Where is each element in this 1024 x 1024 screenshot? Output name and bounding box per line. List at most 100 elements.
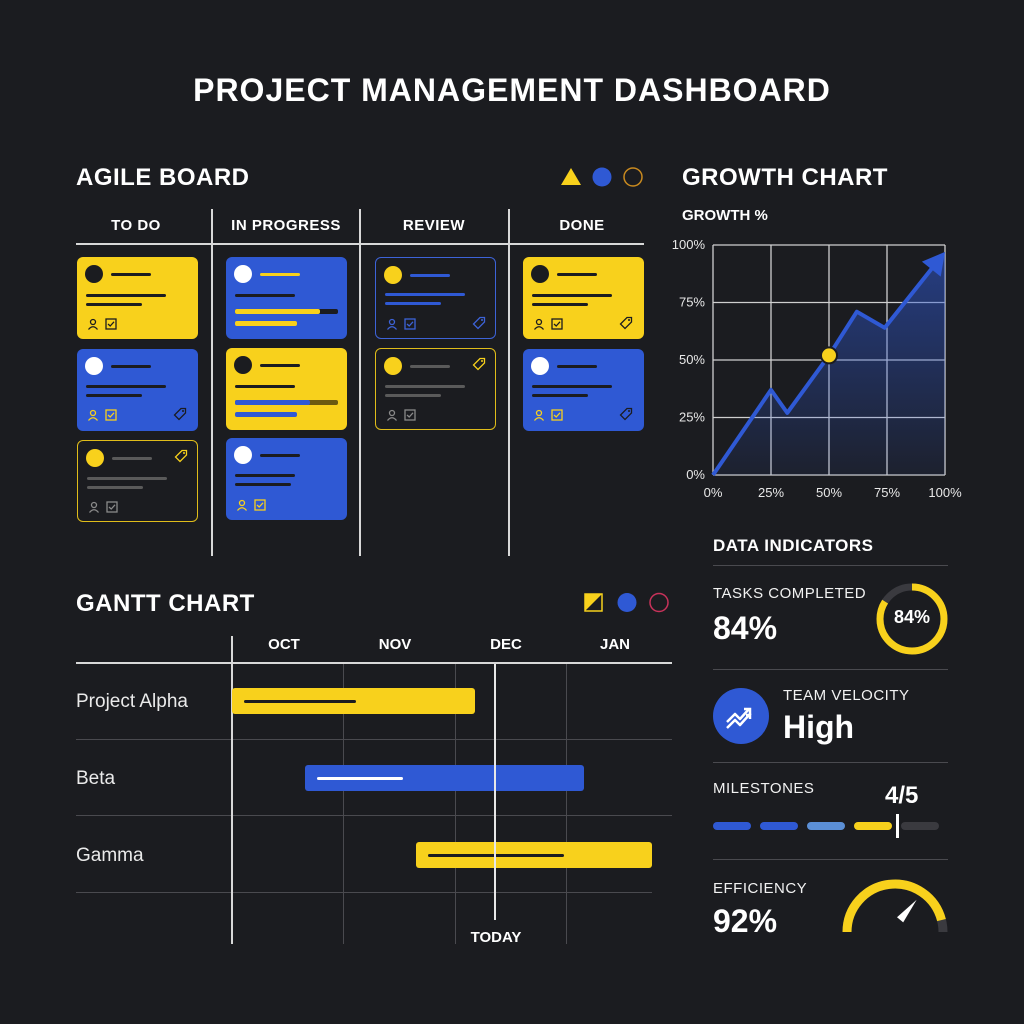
avatar-icon xyxy=(531,265,549,283)
team-velocity-label: TEAM VELOCITY xyxy=(783,687,910,704)
page-title: PROJECT MANAGEMENT DASHBOARD xyxy=(193,72,831,108)
gantt-bar-beta[interactable] xyxy=(305,765,584,791)
task-card[interactable] xyxy=(226,257,347,339)
checkbox-icon[interactable] xyxy=(106,501,118,513)
column-divider xyxy=(359,209,361,556)
column-divider xyxy=(211,209,213,556)
tasks-completed-ring xyxy=(876,583,948,655)
triangle-icon xyxy=(561,168,581,185)
checkbox-icon[interactable] xyxy=(105,318,117,330)
task-card[interactable] xyxy=(77,349,198,431)
tasks-ring-value: 84% xyxy=(893,607,931,627)
avatar-icon xyxy=(86,449,104,467)
y-tick-label: 75% xyxy=(679,295,705,310)
gantt-bar-alpha[interactable] xyxy=(232,688,475,714)
task-card[interactable] xyxy=(77,440,198,522)
task-card[interactable] xyxy=(523,257,644,339)
efficiency-arc xyxy=(842,879,946,933)
gantt-header-divider xyxy=(76,662,672,664)
today-label: TODAY xyxy=(470,929,522,946)
avatar-icon xyxy=(234,265,252,283)
gantt-month-nov: NOV xyxy=(378,636,412,653)
task-card[interactable] xyxy=(226,438,347,520)
gantt-month-dec: DEC xyxy=(490,636,522,653)
arrow-head-icon xyxy=(921,251,945,277)
column-divider xyxy=(508,209,510,556)
task-card[interactable] xyxy=(375,348,496,430)
avatar-icon xyxy=(384,357,402,375)
tag-icon[interactable] xyxy=(472,316,486,330)
milestone-segment xyxy=(901,822,939,830)
efficiency-label: EFFICIENCY xyxy=(713,880,808,897)
task-card[interactable] xyxy=(226,348,347,430)
checkbox-icon[interactable] xyxy=(254,499,266,511)
avatar-icon xyxy=(384,266,402,284)
y-tick-label: 25% xyxy=(679,410,705,425)
trending-up-icon xyxy=(726,707,752,729)
milestones-label: MILESTONES xyxy=(713,780,815,797)
gantt-row-label: Project Alpha xyxy=(76,691,188,712)
agile-board-title: AGILE BOARD xyxy=(76,164,250,191)
user-icon xyxy=(87,318,99,330)
avatar-icon xyxy=(85,265,103,283)
column-header-review[interactable]: REVIEW xyxy=(402,217,466,234)
column-header-done[interactable]: DONE xyxy=(559,217,605,234)
gantt-row-label: Gamma xyxy=(76,845,144,866)
y-tick-label: 50% xyxy=(679,352,705,367)
tag-icon[interactable] xyxy=(174,449,188,463)
x-tick-label: 75% xyxy=(874,485,900,500)
user-icon xyxy=(386,318,398,330)
team-velocity-icon xyxy=(713,688,769,744)
shape-icons xyxy=(561,167,643,187)
gantt-bar-gamma[interactable] xyxy=(416,842,652,868)
user-icon xyxy=(386,409,398,421)
filled-circle-icon xyxy=(592,167,612,187)
growth-chart-title: GROWTH CHART xyxy=(682,164,888,191)
milestone-segment xyxy=(854,822,892,830)
x-tick-label: 50% xyxy=(816,485,842,500)
tag-icon[interactable] xyxy=(619,316,633,330)
tag-icon[interactable] xyxy=(173,407,187,421)
growth-chart: 0% 25% 50% 75% 100% 0% 25% 50% 75% 100% xyxy=(672,237,962,500)
avatar-icon xyxy=(85,357,103,375)
gauge-needle-icon xyxy=(897,899,917,923)
x-tick-label: 0% xyxy=(704,485,723,500)
highlight-point xyxy=(820,346,838,365)
user-icon xyxy=(236,499,248,511)
outline-circle-icon xyxy=(649,592,669,613)
user-icon xyxy=(87,409,99,421)
filled-circle-icon xyxy=(617,593,637,612)
user-icon xyxy=(533,409,545,421)
task-card[interactable] xyxy=(77,257,198,339)
user-icon xyxy=(88,501,100,513)
checkbox-icon[interactable] xyxy=(404,318,416,330)
agile-board-controls xyxy=(561,166,651,188)
y-tick-label: 0% xyxy=(686,467,705,482)
efficiency-value: 92% xyxy=(713,903,778,939)
milestones-progress xyxy=(713,814,948,838)
gantt-controls xyxy=(584,592,669,613)
task-progress-bar xyxy=(235,309,320,314)
outline-circle-icon xyxy=(623,167,643,187)
user-icon xyxy=(533,318,545,330)
checkbox-icon[interactable] xyxy=(105,409,117,421)
column-header-todo[interactable]: TO DO xyxy=(111,217,161,234)
column-header-in-progress[interactable]: IN PROGRESS xyxy=(231,217,341,234)
avatar-icon xyxy=(531,357,549,375)
checkbox-icon[interactable] xyxy=(551,318,563,330)
task-card[interactable] xyxy=(523,349,644,431)
task-card[interactable] xyxy=(375,257,496,339)
team-velocity-value: High xyxy=(783,709,855,745)
gantt-chart-title: GANTT CHART xyxy=(76,590,255,617)
y-tick-label: 100% xyxy=(672,237,706,252)
tag-icon[interactable] xyxy=(619,407,633,421)
checkbox-icon[interactable] xyxy=(551,409,563,421)
checkbox-icon[interactable] xyxy=(404,409,416,421)
tag-icon[interactable] xyxy=(472,357,486,371)
gantt-month-oct: OCT xyxy=(268,636,300,653)
milestones-value: 4/5 xyxy=(885,782,919,809)
tasks-completed-value: 84% xyxy=(713,610,778,646)
gantt-row-label: Beta xyxy=(76,768,116,789)
avatar-icon xyxy=(234,446,252,464)
today-marker xyxy=(494,664,496,920)
